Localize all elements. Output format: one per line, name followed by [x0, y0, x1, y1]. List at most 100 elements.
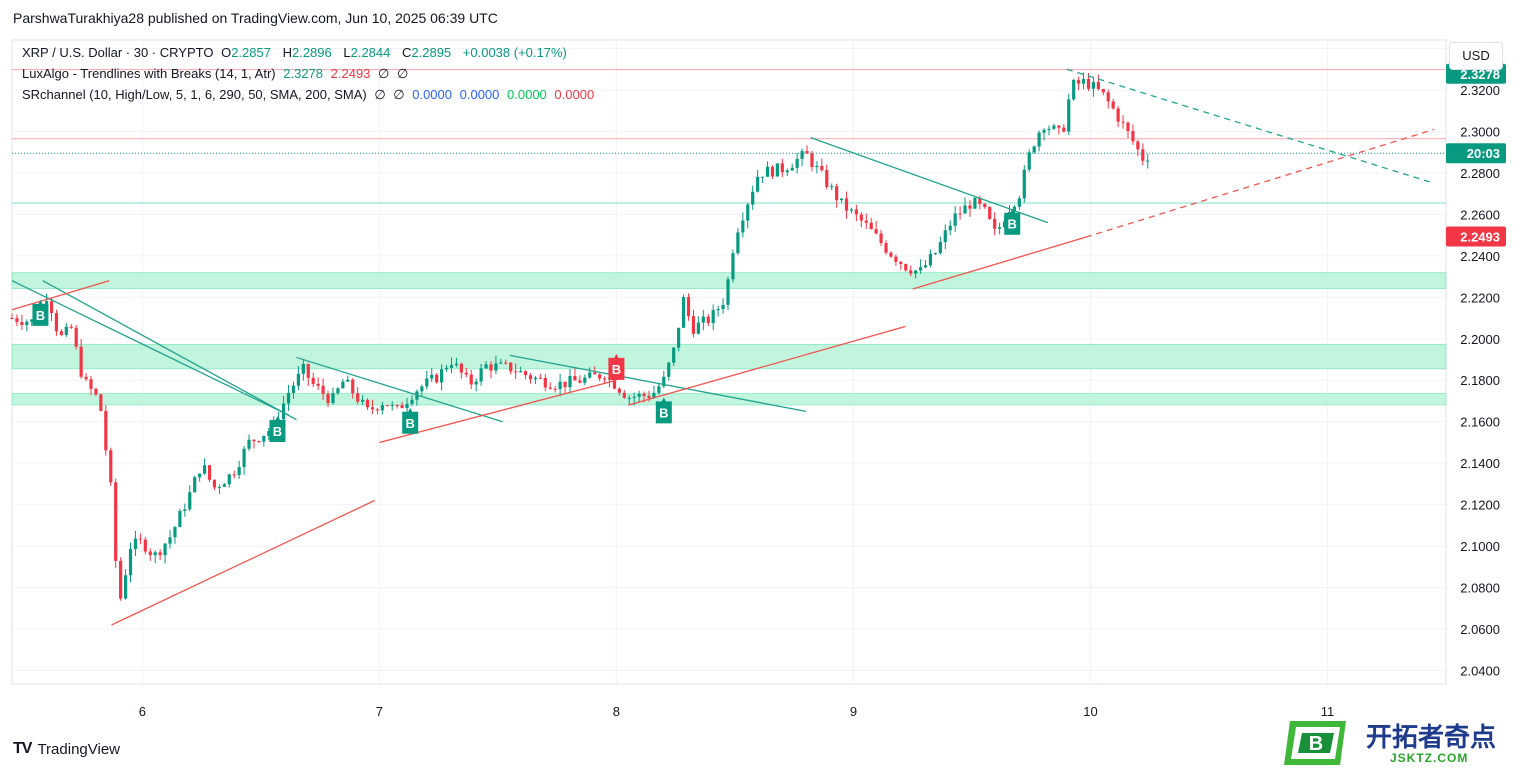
- candle-body: [217, 486, 221, 488]
- watermark-logo-icon: B: [1284, 721, 1346, 765]
- candle-body: [1017, 198, 1021, 207]
- candle-body: [193, 477, 197, 493]
- candle-body: [430, 374, 434, 379]
- candles: [10, 72, 1150, 601]
- support-trendline: [1085, 128, 1435, 238]
- candle-body: [815, 165, 819, 167]
- candle-body: [464, 372, 468, 375]
- break-label-text: B: [659, 405, 668, 420]
- candle-body: [326, 393, 330, 404]
- candle-body: [681, 297, 686, 328]
- candle-body: [973, 197, 977, 209]
- candle-body: [321, 385, 325, 394]
- candle-body: [1032, 146, 1036, 153]
- candle-body: [435, 374, 439, 383]
- indicator-1-name[interactable]: LuxAlgo - Trendlines with Breaks (14, 1,…: [22, 66, 276, 81]
- break-label-text: B: [36, 308, 45, 323]
- candle-body: [262, 435, 266, 442]
- candle-body: [104, 410, 108, 451]
- candle-body: [212, 479, 217, 488]
- candle-body: [153, 552, 157, 556]
- candle-body: [785, 170, 789, 173]
- resistance-trendline: [1066, 68, 1435, 184]
- candle-body: [998, 227, 1002, 229]
- indicator-1-empty-b: ∅: [396, 66, 409, 81]
- legend-indicator-1[interactable]: LuxAlgo - Trendlines with Breaks (14, 1,…: [22, 66, 412, 82]
- candle-body: [400, 405, 404, 409]
- candle-body: [514, 371, 518, 373]
- candle-body: [563, 381, 567, 388]
- candle-body: [30, 319, 34, 322]
- candle-body: [385, 405, 389, 407]
- candle-body: [1077, 79, 1081, 84]
- candle-body: [1057, 125, 1061, 128]
- indicator-2-empty-a: ∅: [374, 87, 386, 102]
- low-label: L: [343, 45, 351, 60]
- candle-body: [351, 379, 355, 394]
- candle-body: [74, 327, 78, 347]
- candle-body: [291, 385, 296, 393]
- candle-body: [844, 198, 849, 211]
- x-tick-label: 11: [1321, 704, 1335, 719]
- legend-symbol-row: XRP / U.S. Dollar · 30 · CRYPTO O2.2857 …: [22, 45, 571, 60]
- candle-body: [1042, 129, 1046, 133]
- candle-body: [425, 378, 429, 387]
- currency-button[interactable]: USD: [1449, 42, 1503, 70]
- candle-body: [617, 388, 621, 393]
- candle-body: [696, 322, 700, 334]
- x-tick-label: 8: [613, 704, 620, 719]
- candle-body: [331, 393, 335, 404]
- tradingview-brand[interactable]: TV TradingView: [13, 740, 120, 758]
- candle-body: [593, 372, 597, 375]
- candle-body: [1141, 149, 1145, 161]
- break-labels: B B B B B B: [32, 208, 1021, 443]
- candle-body: [839, 198, 844, 201]
- candle-body: [988, 207, 992, 219]
- candle-body: [741, 220, 745, 233]
- candle-body: [770, 166, 775, 177]
- candle-body: [341, 381, 345, 389]
- candle-body: [756, 176, 760, 192]
- time-axis: 6 7 8 9 10 11: [139, 704, 1334, 719]
- tradingview-logo-icon: TV: [13, 740, 32, 757]
- support-trendline: [628, 325, 906, 406]
- candle-body: [25, 321, 29, 326]
- break-label-text: B: [273, 424, 282, 439]
- candle-body: [691, 316, 696, 334]
- support-trendline: [11, 280, 110, 311]
- watermark-text: 开拓者奇点: [1366, 722, 1497, 752]
- candle-body: [54, 313, 59, 332]
- price-label-text: 2.3278: [1460, 67, 1500, 82]
- candle-body: [1062, 127, 1066, 132]
- candle-body: [168, 537, 172, 544]
- candle-body: [311, 377, 315, 384]
- support-trendline: [111, 499, 375, 626]
- candle-body: [1037, 132, 1041, 147]
- indicator-2-name[interactable]: SRchannel (10, High/Low, 5, 1, 6, 290, 5…: [22, 87, 367, 102]
- resistance-trendline: [42, 280, 297, 421]
- y-tick-label: 2.3200: [1460, 83, 1500, 98]
- trendlines: [11, 68, 1435, 626]
- break-label-text: B: [612, 362, 621, 377]
- indicator-1-empty-a: ∅: [378, 66, 390, 81]
- candle-body: [360, 399, 365, 402]
- candle-body: [548, 387, 552, 389]
- candle-body: [805, 151, 809, 154]
- candle-body: [835, 186, 839, 201]
- sr-zone: [11, 343, 1447, 370]
- candle-body: [1126, 122, 1130, 132]
- y-tick-label: 2.1400: [1460, 456, 1500, 471]
- symbol-name[interactable]: XRP / U.S. Dollar · 30 · CRYPTO: [22, 45, 214, 60]
- candle-body: [257, 441, 261, 443]
- candle-body: [316, 383, 320, 386]
- candle-body: [943, 230, 947, 243]
- candle-body: [632, 396, 636, 398]
- candle-body: [948, 225, 952, 231]
- candle-body: [558, 381, 562, 389]
- legend-indicator-2[interactable]: SRchannel (10, High/Low, 5, 1, 6, 290, 5…: [22, 87, 598, 103]
- candle-body: [830, 186, 834, 188]
- candle-body: [578, 380, 582, 383]
- candle-body: [790, 167, 794, 171]
